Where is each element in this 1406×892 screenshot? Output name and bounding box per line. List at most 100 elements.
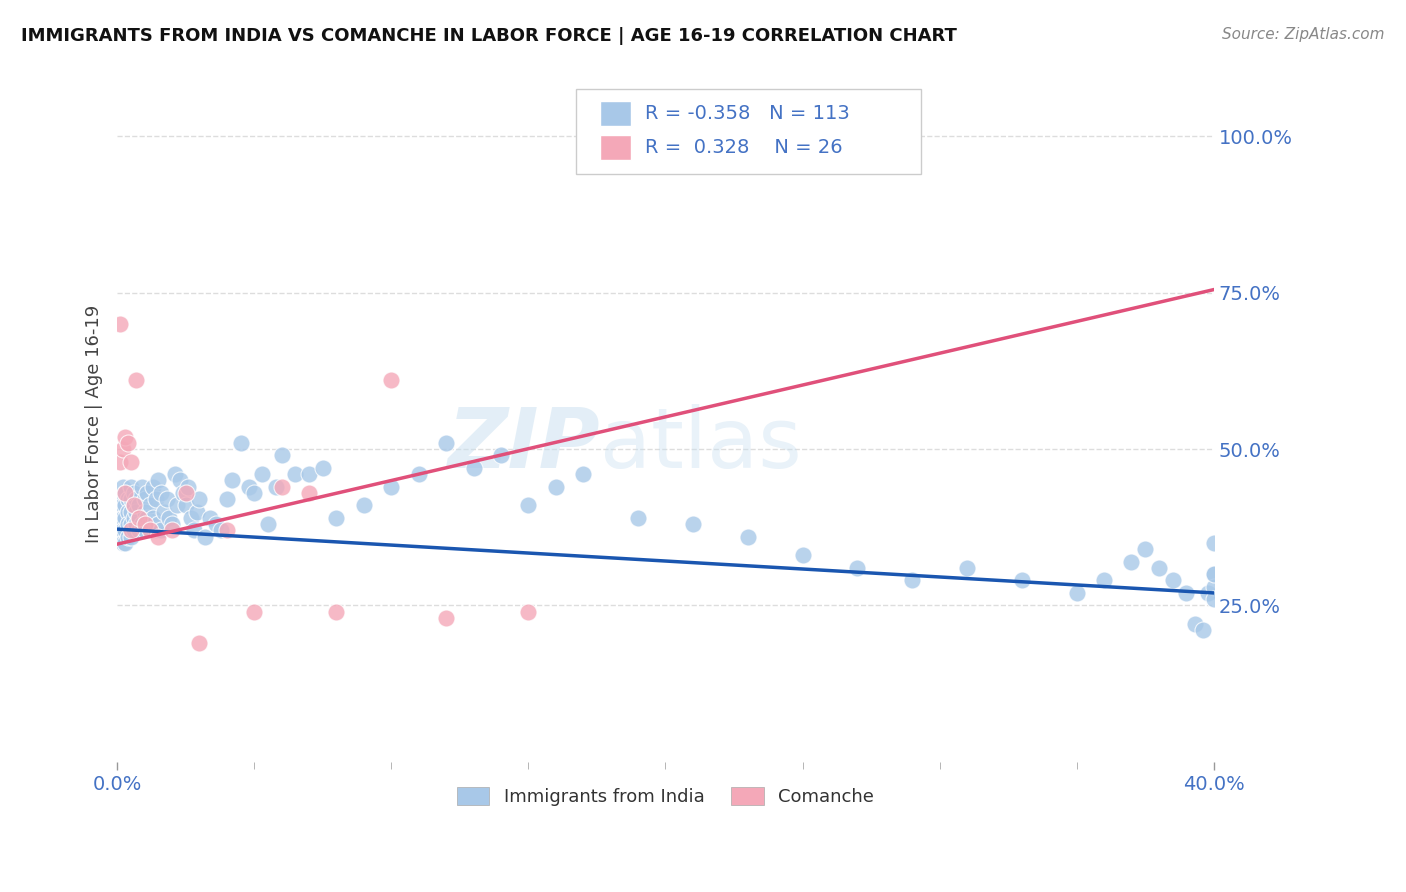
Point bbox=[111, 524, 134, 538]
Point bbox=[463, 460, 485, 475]
Point bbox=[131, 517, 153, 532]
Point bbox=[221, 474, 243, 488]
Point bbox=[120, 524, 142, 538]
Point bbox=[134, 492, 156, 507]
Point bbox=[1202, 580, 1225, 594]
Text: R =  0.328    N = 26: R = 0.328 N = 26 bbox=[645, 137, 844, 157]
Point bbox=[152, 505, 174, 519]
Point bbox=[1202, 536, 1225, 550]
Point bbox=[128, 511, 150, 525]
Point bbox=[209, 524, 232, 538]
Point bbox=[298, 486, 321, 500]
Point bbox=[108, 492, 131, 507]
Point bbox=[120, 517, 142, 532]
Point bbox=[434, 611, 457, 625]
Point bbox=[108, 530, 131, 544]
Point bbox=[284, 467, 307, 481]
Point bbox=[180, 511, 202, 525]
Legend: Immigrants from India, Comanche: Immigrants from India, Comanche bbox=[450, 780, 882, 814]
Point bbox=[252, 467, 274, 481]
Point bbox=[122, 499, 145, 513]
Text: atlas: atlas bbox=[600, 404, 801, 485]
Point bbox=[111, 480, 134, 494]
Point bbox=[120, 480, 142, 494]
Point bbox=[298, 467, 321, 481]
Point bbox=[846, 561, 869, 575]
Point bbox=[114, 486, 136, 500]
Point bbox=[108, 517, 131, 532]
Point bbox=[117, 492, 139, 507]
Point bbox=[136, 486, 159, 500]
Point bbox=[160, 517, 183, 532]
Text: Source: ZipAtlas.com: Source: ZipAtlas.com bbox=[1222, 27, 1385, 42]
Point bbox=[1191, 624, 1213, 638]
Point bbox=[1066, 586, 1088, 600]
Point bbox=[139, 499, 162, 513]
Point bbox=[166, 499, 188, 513]
Point bbox=[215, 524, 238, 538]
Point bbox=[1133, 542, 1156, 557]
Point bbox=[183, 524, 205, 538]
Point bbox=[117, 530, 139, 544]
Point bbox=[150, 486, 173, 500]
Point bbox=[188, 636, 211, 650]
Point bbox=[128, 524, 150, 538]
Point bbox=[111, 442, 134, 456]
Point bbox=[215, 492, 238, 507]
Point bbox=[114, 499, 136, 513]
Point bbox=[229, 435, 252, 450]
Point bbox=[434, 435, 457, 450]
Point bbox=[257, 517, 280, 532]
Point bbox=[142, 480, 165, 494]
Point bbox=[1121, 555, 1143, 569]
Point bbox=[120, 454, 142, 468]
Point bbox=[111, 499, 134, 513]
Text: IMMIGRANTS FROM INDIA VS COMANCHE IN LABOR FORCE | AGE 16-19 CORRELATION CHART: IMMIGRANTS FROM INDIA VS COMANCHE IN LAB… bbox=[21, 27, 957, 45]
Point bbox=[172, 486, 194, 500]
Point bbox=[120, 492, 142, 507]
Point bbox=[174, 499, 197, 513]
Point bbox=[627, 511, 650, 525]
Point bbox=[120, 505, 142, 519]
Point bbox=[177, 480, 200, 494]
Point bbox=[108, 454, 131, 468]
Point bbox=[117, 435, 139, 450]
Point bbox=[145, 492, 167, 507]
Point bbox=[155, 492, 177, 507]
Point bbox=[956, 561, 979, 575]
Point bbox=[122, 499, 145, 513]
Point bbox=[117, 517, 139, 532]
Point bbox=[148, 530, 170, 544]
Point bbox=[169, 474, 191, 488]
Point bbox=[325, 511, 347, 525]
Point bbox=[194, 530, 217, 544]
Point bbox=[188, 492, 211, 507]
Point bbox=[114, 524, 136, 538]
Point bbox=[136, 511, 159, 525]
Point bbox=[117, 505, 139, 519]
Point bbox=[108, 317, 131, 331]
Point bbox=[270, 480, 292, 494]
Point bbox=[1092, 574, 1115, 588]
Point bbox=[125, 492, 148, 507]
Point bbox=[682, 517, 704, 532]
Point bbox=[517, 605, 540, 619]
Y-axis label: In Labor Force | Age 16-19: In Labor Force | Age 16-19 bbox=[86, 305, 103, 543]
Point bbox=[792, 549, 814, 563]
Point bbox=[1202, 567, 1225, 582]
Point bbox=[148, 517, 170, 532]
Point bbox=[125, 505, 148, 519]
Point bbox=[1011, 574, 1033, 588]
Point bbox=[142, 511, 165, 525]
Point bbox=[186, 505, 208, 519]
Point bbox=[1202, 592, 1225, 607]
Point bbox=[163, 467, 186, 481]
Point bbox=[157, 511, 180, 525]
Point bbox=[1175, 586, 1198, 600]
Point bbox=[238, 480, 260, 494]
Point bbox=[654, 129, 676, 144]
Point bbox=[114, 536, 136, 550]
Point bbox=[120, 530, 142, 544]
Point bbox=[174, 486, 197, 500]
Point bbox=[264, 480, 287, 494]
